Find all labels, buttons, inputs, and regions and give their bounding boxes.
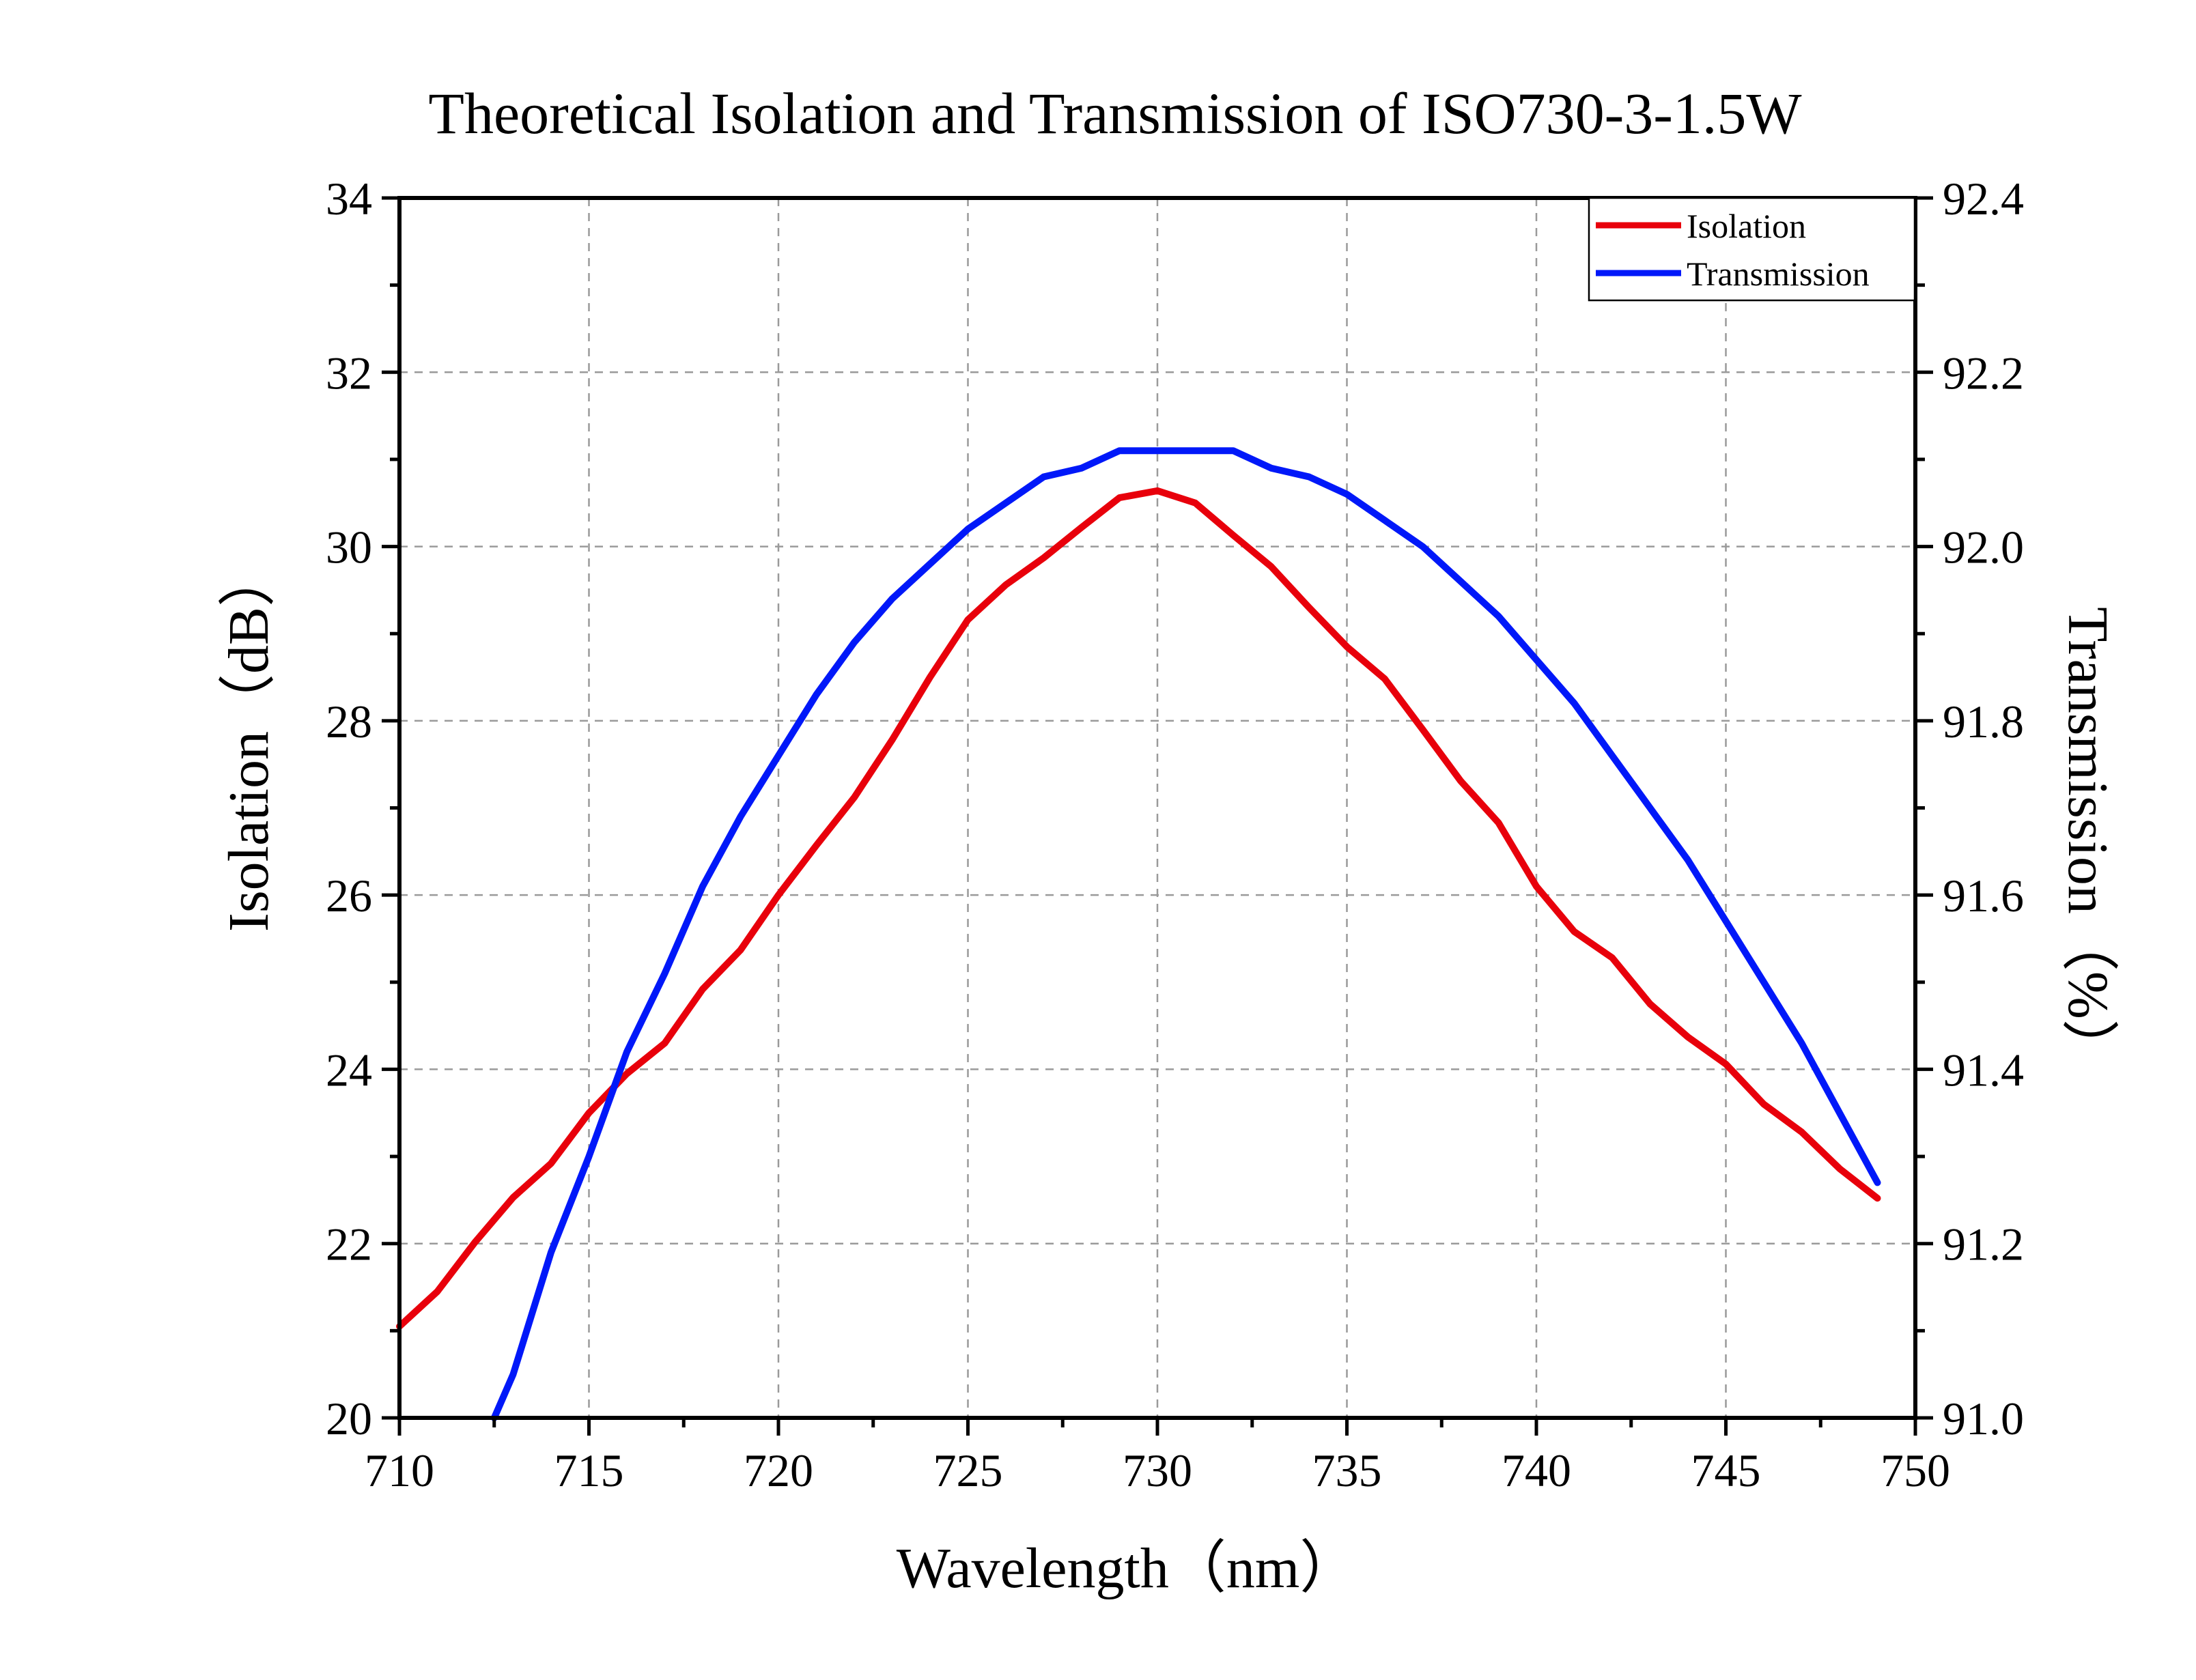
y-axis-title-left: Isolation（dB） bbox=[217, 550, 281, 932]
x-tick-label: 715 bbox=[554, 1444, 624, 1496]
x-tick-label: 730 bbox=[1123, 1444, 1192, 1496]
y-left-tick-label: 20 bbox=[326, 1393, 372, 1444]
x-tick-label: 740 bbox=[1502, 1444, 1571, 1496]
x-tick-label: 720 bbox=[744, 1444, 813, 1496]
y-right-tick-label: 91.4 bbox=[1943, 1044, 2024, 1096]
x-tick-label: 735 bbox=[1312, 1444, 1382, 1496]
y-right-tick-label: 91.6 bbox=[1943, 870, 2024, 922]
x-axis-title: Wavelength（nm） bbox=[897, 1537, 1357, 1600]
y-left-tick-label: 30 bbox=[326, 522, 372, 573]
x-tick-label: 750 bbox=[1881, 1444, 1950, 1496]
y-right-tick-label: 91.8 bbox=[1943, 696, 2024, 748]
x-tick-label: 710 bbox=[365, 1444, 434, 1496]
legend-label-isolation: Isolation bbox=[1687, 207, 1806, 245]
chart-title: Theoretical Isolation and Transmission o… bbox=[428, 81, 1801, 146]
y-left-tick-label: 32 bbox=[326, 347, 372, 399]
x-tick-label: 725 bbox=[933, 1444, 1003, 1496]
legend-label-transmission: Transmission bbox=[1687, 255, 1870, 293]
series-line-transmission bbox=[490, 447, 1881, 1421]
legend-box bbox=[1588, 197, 1916, 302]
y-left-tick-label: 26 bbox=[326, 870, 372, 922]
series-layer bbox=[396, 447, 1881, 1421]
y-left-tick-label: 22 bbox=[326, 1219, 372, 1270]
y-right-tick-label: 91.0 bbox=[1943, 1393, 2024, 1444]
y-left-tick-label: 28 bbox=[326, 696, 372, 748]
grid bbox=[399, 198, 1915, 1418]
axis-ticks bbox=[382, 196, 1933, 1436]
series-line-isolation bbox=[396, 487, 1881, 1330]
y-right-tick-label: 92.4 bbox=[1943, 173, 2024, 225]
legend: Isolation Transmission bbox=[1588, 197, 1916, 302]
y-left-tick-label: 24 bbox=[326, 1044, 372, 1096]
tick-labels: 710 715 720 725 730 735 740 745 750 20 22 24 26 28 30 3… bbox=[326, 173, 2024, 1496]
y-left-tick-label: 34 bbox=[326, 173, 372, 225]
y-right-tick-label: 92.2 bbox=[1943, 347, 2024, 399]
y-right-tick-label: 91.2 bbox=[1943, 1219, 2024, 1270]
x-tick-label: 745 bbox=[1691, 1444, 1761, 1496]
y-axis-title-right: Transmission（%） bbox=[2056, 607, 2120, 1077]
y-right-tick-label: 92.0 bbox=[1943, 522, 2024, 573]
